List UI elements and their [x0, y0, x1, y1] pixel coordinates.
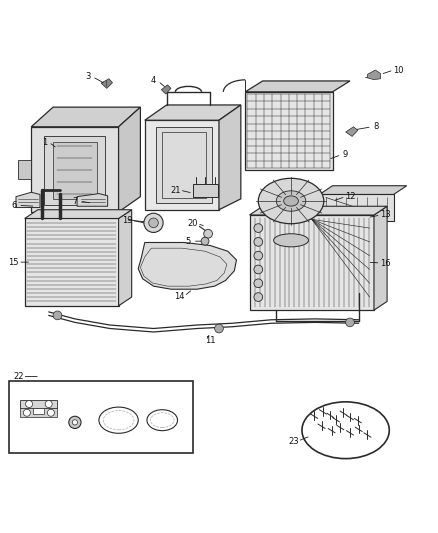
Circle shape	[254, 238, 263, 246]
Text: 19: 19	[122, 216, 133, 225]
Polygon shape	[193, 184, 218, 197]
Polygon shape	[245, 81, 350, 92]
Circle shape	[23, 409, 30, 416]
Polygon shape	[145, 120, 219, 210]
Text: 14: 14	[174, 292, 185, 301]
Bar	[10, 381, 193, 454]
Circle shape	[144, 213, 163, 232]
Polygon shape	[161, 85, 171, 94]
Polygon shape	[53, 142, 97, 199]
Ellipse shape	[258, 179, 324, 224]
Polygon shape	[20, 400, 57, 408]
Text: 4: 4	[151, 76, 156, 85]
Text: 21: 21	[170, 185, 180, 195]
Polygon shape	[346, 127, 358, 136]
Circle shape	[69, 416, 81, 429]
Text: 11: 11	[205, 336, 215, 345]
Polygon shape	[119, 210, 132, 306]
Ellipse shape	[302, 402, 389, 458]
Polygon shape	[319, 185, 407, 195]
Polygon shape	[25, 210, 132, 219]
Circle shape	[47, 409, 54, 416]
Polygon shape	[219, 105, 241, 210]
Polygon shape	[367, 70, 381, 79]
Text: 7: 7	[72, 197, 78, 206]
Ellipse shape	[276, 191, 306, 211]
Polygon shape	[16, 192, 40, 207]
Ellipse shape	[150, 413, 174, 427]
Polygon shape	[250, 206, 387, 215]
Text: 8: 8	[374, 122, 379, 131]
Polygon shape	[319, 195, 394, 221]
Circle shape	[204, 229, 212, 238]
Circle shape	[346, 318, 354, 327]
Polygon shape	[25, 219, 119, 306]
Text: 1: 1	[42, 138, 47, 147]
Circle shape	[25, 400, 32, 408]
Circle shape	[254, 251, 263, 260]
Text: 16: 16	[380, 259, 390, 268]
Circle shape	[201, 237, 209, 245]
Text: 5: 5	[186, 237, 191, 246]
Circle shape	[254, 224, 263, 232]
Circle shape	[45, 400, 52, 408]
Text: 22: 22	[13, 372, 23, 381]
Circle shape	[149, 218, 158, 228]
Polygon shape	[374, 206, 387, 310]
Polygon shape	[18, 159, 31, 179]
Circle shape	[72, 420, 78, 425]
Circle shape	[254, 279, 263, 288]
Text: 6: 6	[11, 201, 17, 210]
Text: 9: 9	[343, 150, 348, 159]
Circle shape	[215, 324, 223, 333]
Text: 23: 23	[288, 437, 299, 446]
Ellipse shape	[284, 196, 298, 206]
Text: 15: 15	[9, 257, 19, 266]
Polygon shape	[31, 127, 119, 212]
Polygon shape	[145, 105, 241, 120]
Polygon shape	[20, 408, 57, 417]
Polygon shape	[77, 193, 108, 206]
Polygon shape	[44, 135, 106, 205]
Circle shape	[53, 311, 62, 320]
Ellipse shape	[274, 234, 308, 247]
Polygon shape	[155, 127, 212, 203]
Polygon shape	[31, 107, 141, 127]
Ellipse shape	[103, 410, 134, 430]
Text: 12: 12	[345, 192, 355, 201]
Circle shape	[254, 265, 263, 274]
Polygon shape	[101, 79, 113, 88]
Polygon shape	[250, 215, 374, 310]
Text: 10: 10	[393, 66, 403, 75]
Text: 13: 13	[380, 211, 390, 220]
Text: 3: 3	[85, 72, 91, 81]
Polygon shape	[138, 243, 237, 289]
Polygon shape	[245, 92, 332, 171]
Circle shape	[254, 293, 263, 302]
Text: 20: 20	[187, 219, 198, 228]
Polygon shape	[119, 107, 141, 212]
